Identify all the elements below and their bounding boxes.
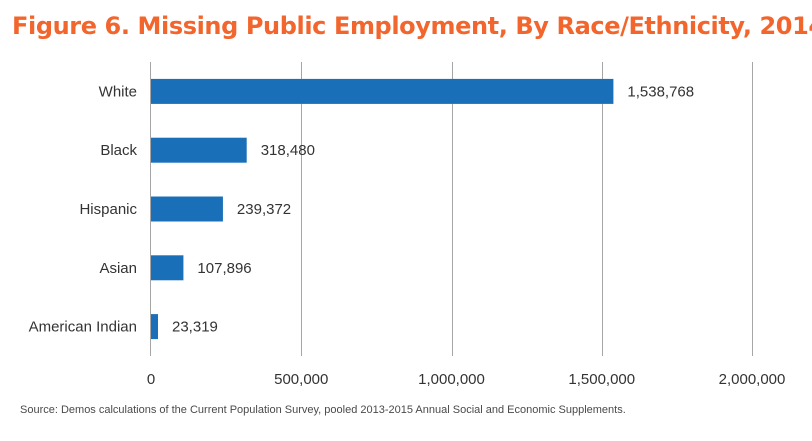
category-label-2: Hispanic: [79, 201, 137, 218]
value-label-1: 318,480: [261, 142, 315, 159]
value-labels: 1,538,768 318,480 239,372 107,896 23,319: [172, 83, 694, 335]
bar-2: [151, 196, 223, 222]
category-label-3: Asian: [99, 260, 137, 277]
bar-1: [151, 137, 247, 163]
x-tick-label-3: 1,500,000: [568, 371, 635, 388]
category-labels: White Black Hispanic Asian American Indian: [29, 83, 138, 335]
x-tick-label-4: 2,000,000: [719, 371, 786, 388]
category-label-4: American Indian: [29, 319, 137, 336]
bars: [151, 78, 614, 340]
value-label-3: 107,896: [197, 260, 251, 277]
chart-title: Figure 6. Missing Public Employment, By …: [12, 12, 812, 40]
x-tick-label-2: 1,000,000: [418, 371, 485, 388]
x-tick-label-0: 0: [147, 371, 155, 388]
category-label-0: White: [99, 83, 137, 100]
bar-4: [151, 314, 159, 340]
category-label-1: Black: [100, 142, 137, 159]
value-label-4: 23,319: [172, 319, 218, 336]
bar-0: [151, 78, 614, 104]
x-axis-tick-labels: 0 500,000 1,000,000 1,500,000 2,000,000: [147, 371, 786, 388]
x-tick-label-1: 500,000: [274, 371, 328, 388]
source-note: Source: Demos calculations of the Curren…: [20, 404, 626, 416]
grid-lines: [150, 62, 753, 356]
value-label-0: 1,538,768: [627, 83, 694, 100]
value-label-2: 239,372: [237, 201, 291, 218]
bar-3: [151, 255, 184, 281]
